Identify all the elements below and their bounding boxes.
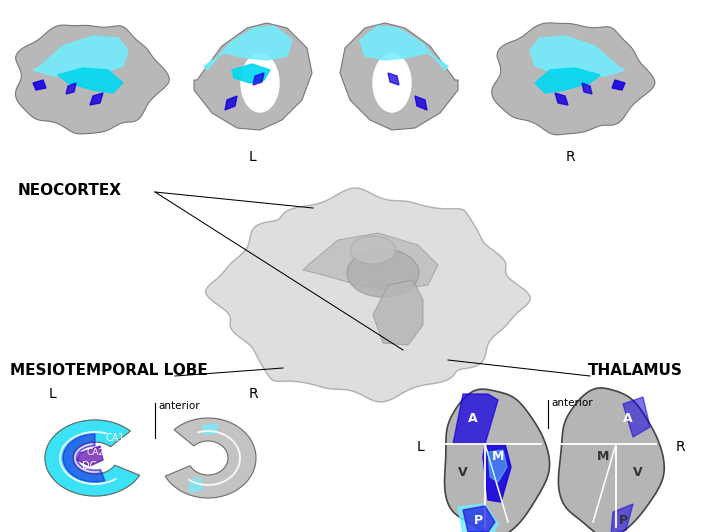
- Text: V: V: [633, 466, 643, 478]
- Ellipse shape: [373, 54, 411, 112]
- Polygon shape: [488, 450, 507, 482]
- Polygon shape: [415, 96, 427, 110]
- Text: M: M: [492, 451, 504, 463]
- Text: M: M: [597, 451, 609, 463]
- Text: L: L: [49, 387, 57, 401]
- Ellipse shape: [347, 249, 419, 297]
- Text: L: L: [248, 150, 256, 164]
- Polygon shape: [77, 446, 103, 466]
- Text: L: L: [417, 440, 425, 454]
- Polygon shape: [194, 23, 312, 130]
- Polygon shape: [623, 397, 650, 437]
- Polygon shape: [582, 83, 592, 94]
- Text: CA2,3: CA2,3: [87, 448, 113, 458]
- Ellipse shape: [350, 236, 396, 264]
- Text: A: A: [468, 411, 478, 425]
- Text: P: P: [474, 513, 482, 527]
- Text: R: R: [675, 440, 684, 454]
- Text: A: A: [623, 411, 632, 425]
- Polygon shape: [530, 36, 625, 76]
- Polygon shape: [45, 420, 139, 496]
- Polygon shape: [66, 83, 76, 94]
- Polygon shape: [458, 504, 498, 532]
- Polygon shape: [303, 233, 438, 290]
- Polygon shape: [58, 68, 123, 93]
- Polygon shape: [445, 389, 549, 532]
- Polygon shape: [203, 424, 218, 434]
- Polygon shape: [463, 506, 495, 532]
- Text: THALAMUS: THALAMUS: [588, 363, 683, 378]
- Polygon shape: [388, 73, 399, 85]
- Text: anterior: anterior: [158, 401, 199, 411]
- Polygon shape: [90, 93, 103, 105]
- Text: anterior: anterior: [551, 398, 593, 408]
- Text: R: R: [248, 387, 258, 401]
- Polygon shape: [373, 280, 423, 345]
- Text: V: V: [458, 466, 468, 478]
- Polygon shape: [225, 96, 237, 110]
- Polygon shape: [206, 188, 530, 402]
- Polygon shape: [204, 26, 292, 70]
- Text: NEOCORTEX: NEOCORTEX: [18, 183, 122, 198]
- Polygon shape: [492, 23, 655, 135]
- Polygon shape: [360, 26, 448, 70]
- Polygon shape: [45, 420, 139, 496]
- Polygon shape: [63, 434, 105, 482]
- Text: MESIOTEMPORAL LOBE: MESIOTEMPORAL LOBE: [10, 363, 208, 378]
- Polygon shape: [453, 394, 498, 444]
- Polygon shape: [483, 444, 511, 502]
- Polygon shape: [558, 388, 664, 532]
- Polygon shape: [535, 68, 600, 93]
- Polygon shape: [33, 80, 46, 90]
- Text: DG: DG: [82, 461, 97, 471]
- Polygon shape: [555, 93, 568, 105]
- Text: CA1: CA1: [105, 433, 125, 443]
- Polygon shape: [190, 478, 202, 492]
- Polygon shape: [253, 73, 264, 85]
- Polygon shape: [16, 25, 169, 134]
- Text: R: R: [565, 150, 575, 164]
- Polygon shape: [232, 64, 270, 83]
- Polygon shape: [611, 504, 633, 532]
- Polygon shape: [340, 23, 458, 130]
- Polygon shape: [33, 36, 128, 76]
- Polygon shape: [165, 418, 256, 498]
- Polygon shape: [612, 80, 625, 90]
- Ellipse shape: [241, 54, 279, 112]
- Text: P: P: [619, 513, 627, 527]
